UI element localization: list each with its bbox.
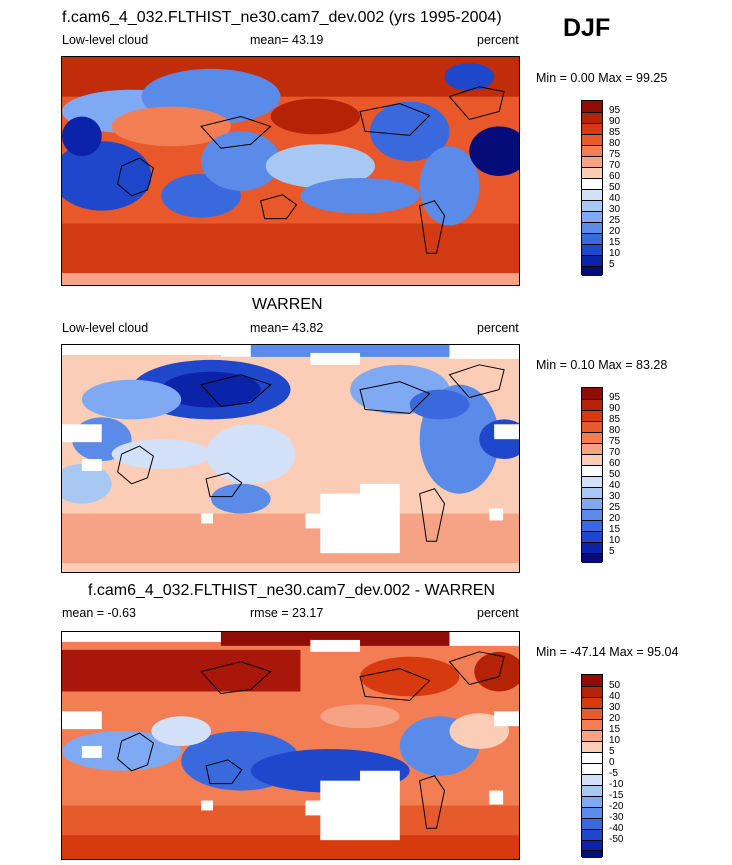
panel2-variable-label: Low-level cloud [62, 321, 149, 335]
panel2-colorbar [581, 387, 603, 563]
panel3-colorbar [581, 674, 603, 858]
panel1-colorbar-label: 60 [609, 171, 621, 182]
panel1-units-label: percent [477, 33, 519, 47]
panel3-colorbar-label: 50 [609, 680, 621, 691]
panel2-mean-label: mean= 43.82 [250, 321, 324, 335]
panel1-colorbar-label: 10 [609, 248, 621, 259]
panel1-colorbar-label: 70 [609, 160, 621, 171]
panel3-colorbar-label: -30 [609, 812, 624, 823]
panel3-colorbar-label: 40 [609, 691, 621, 702]
panel2-colorbar-label: 75 [609, 436, 621, 447]
panel1-colorbar-label: 20 [609, 226, 621, 237]
panel1-colorbar-label: 30 [609, 204, 621, 215]
panel3-colorbar-label: 30 [609, 702, 621, 713]
panel1-colorbar-label: 75 [609, 149, 621, 160]
panel1-colorbar-label: 95 [609, 105, 621, 116]
panel3-colorbar-label: -50 [609, 834, 624, 845]
panel2-colorbar-label: 85 [609, 414, 621, 425]
panel1-variable-label: Low-level cloud [62, 33, 149, 47]
panel2-colorbar-label: 40 [609, 480, 621, 491]
panel1-colorbar-label: 50 [609, 182, 621, 193]
panel1-colorbar-label: 80 [609, 138, 621, 149]
panel2-colorbar-label: 30 [609, 491, 621, 502]
panel3-colorbar-label: 10 [609, 735, 621, 746]
panel3-title: f.cam6_4_032.FLTHIST_ne30.cam7_dev.002 -… [88, 582, 495, 599]
panel1-colorbar-label: 5 [609, 259, 615, 270]
panel1-minmax-label: Min = 0.00 Max = 99.25 [536, 71, 668, 85]
panel2-colorbar-label: 15 [609, 524, 621, 535]
panel2-colorbar-label: 50 [609, 469, 621, 480]
panel1-colorbar [581, 100, 603, 276]
panel2-colorbar-label: 70 [609, 447, 621, 458]
season-label: DJF [563, 14, 611, 42]
panel3-colorbar-label: 20 [609, 713, 621, 724]
panel3-colorbar-label: 15 [609, 724, 621, 735]
panel3-colorbar-label: -5 [609, 768, 618, 779]
panel3-colorbar-label: 0 [609, 757, 615, 768]
panel1-title: f.cam6_4_032.FLTHIST_ne30.cam7_dev.002 (… [62, 9, 502, 26]
panel3-rmse-label: rmse = 23.17 [250, 606, 324, 620]
panel3-colorbar-label: -20 [609, 801, 624, 812]
panel2-colorbar-label: 90 [609, 403, 621, 414]
panel3-colorbar-label: -10 [609, 779, 624, 790]
panel2-title: WARREN [252, 296, 323, 313]
panel2-colorbar-label: 5 [609, 546, 615, 557]
panel2-colorbar-label: 25 [609, 502, 621, 513]
panel1-colorbar-label: 85 [609, 127, 621, 138]
panel3-mean-label: mean = -0.63 [62, 606, 137, 620]
panel2-colorbar-label: 80 [609, 425, 621, 436]
panel2-colorbar-label: 10 [609, 535, 621, 546]
panel2-colorbar-label: 95 [609, 392, 621, 403]
panel2-colorbar-label: 20 [609, 513, 621, 524]
panel3-map [61, 631, 520, 860]
panel2-colorbar-label: 60 [609, 458, 621, 469]
panel1-colorbar-label: 90 [609, 116, 621, 127]
panel1-map [61, 56, 520, 286]
panel1-colorbar-label: 15 [609, 237, 621, 248]
panel3-colorbar-label: -40 [609, 823, 624, 834]
panel3-minmax-label: Min = -47.14 Max = 95.04 [536, 645, 679, 659]
panel2-map [61, 344, 520, 573]
panel1-mean-label: mean= 43.19 [250, 33, 324, 47]
panel3-colorbar-label: -15 [609, 790, 624, 801]
panel1-colorbar-label: 40 [609, 193, 621, 204]
panel3-colorbar-label: 5 [609, 746, 615, 757]
panel1-colorbar-label: 25 [609, 215, 621, 226]
panel2-units-label: percent [477, 321, 519, 335]
panel2-minmax-label: Min = 0.10 Max = 83.28 [536, 358, 668, 372]
panel3-units-label: percent [477, 606, 519, 620]
